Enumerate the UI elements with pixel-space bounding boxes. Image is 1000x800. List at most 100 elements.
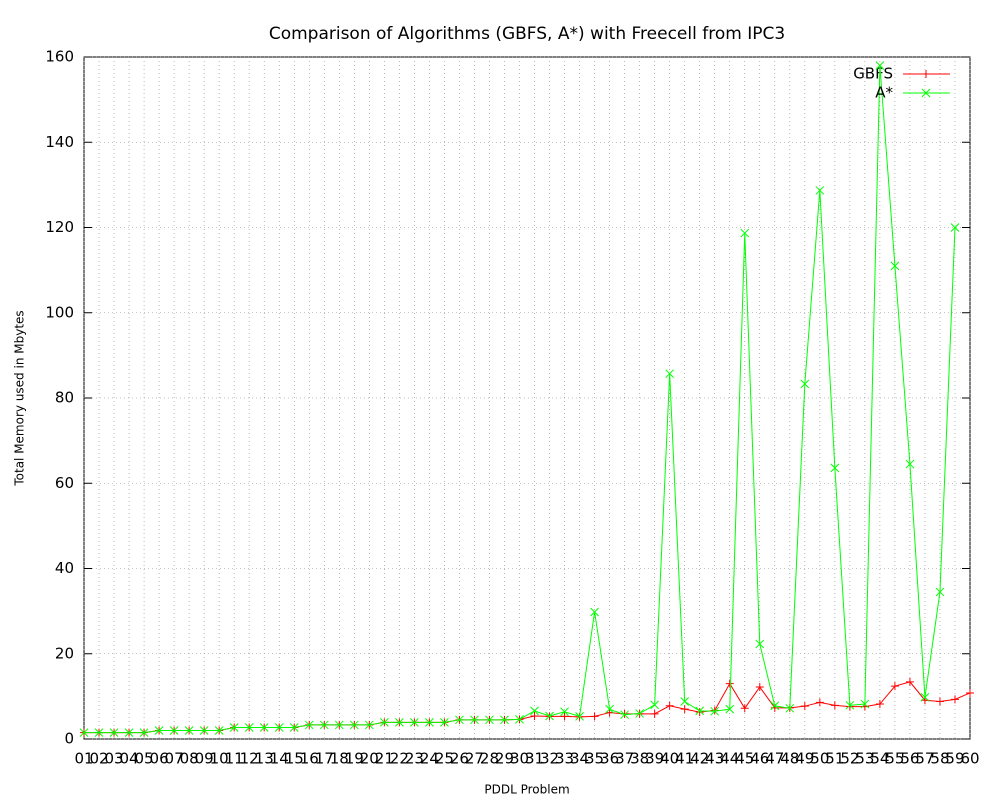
x-tick-label: 12 [240,750,259,768]
point-marker [966,688,974,697]
point-marker [349,720,359,730]
x-tick-label: 29 [495,750,514,768]
point-marker [875,61,885,70]
point-marker [922,70,930,78]
x-tick-label: 07 [165,750,184,768]
point-marker [921,88,931,98]
x-tick-label: 01 [74,750,93,768]
point-marker [650,709,659,718]
legend-label: GBFS [853,65,893,83]
x-tick-label: 51 [825,750,844,768]
x-tick-label: 26 [450,750,469,768]
point-marker [109,728,119,737]
point-marker [800,702,809,711]
x-tick-label: 38 [630,750,649,768]
point-marker [680,697,690,706]
point-marker [94,728,104,737]
x-tick-label: 04 [120,750,139,768]
x-tick-label: 48 [780,750,799,768]
point-marker [710,706,720,716]
x-tick-label: 18 [330,750,349,768]
x-tick-label: 41 [675,750,694,768]
point-marker [259,723,269,732]
x-tick-label: 59 [945,750,964,768]
x-tick-label: 33 [555,750,574,768]
y-tick-label: 160 [45,48,74,66]
x-tick-label: 43 [705,750,724,768]
point-marker [334,720,344,730]
y-tick-label: 100 [45,303,74,321]
point-marker [274,723,284,732]
point-marker [695,708,704,717]
x-tick-label: 11 [225,750,244,768]
x-tick-label: 32 [540,750,559,768]
point-marker [605,708,614,717]
point-marker [530,706,539,716]
x-tick-label: 14 [270,750,289,768]
point-marker [665,701,674,710]
x-tick-label: 10 [210,750,229,768]
point-marker [319,720,329,730]
x-tick-label: 42 [690,750,709,768]
point-marker [800,379,810,389]
x-tick-label: 45 [735,750,754,768]
point-marker [815,186,825,195]
x-tick-label: 47 [765,750,784,768]
x-tick-label: 02 [89,750,108,768]
point-marker [740,704,749,713]
x-tick-label: 49 [795,750,814,768]
point-marker [605,704,614,714]
x-tick-label: 23 [405,750,424,768]
x-tick-label: 03 [104,750,123,768]
point-marker [244,723,254,732]
point-marker [364,720,374,730]
chart-title: Comparison of Algorithms (GBFS, A*) with… [269,24,785,44]
y-axis-label: Total Memory used in Mbytes [13,310,27,486]
point-marker [635,709,644,718]
y-tick-label: 60 [55,474,74,492]
point-marker [785,703,795,713]
point-marker [139,728,149,737]
point-marker [890,682,899,691]
x-tick-label: 13 [255,750,274,768]
y-tick-label: 40 [55,559,74,577]
point-marker [470,715,479,725]
x-tick-label: 37 [615,750,634,768]
point-marker [875,700,884,709]
point-marker [755,682,764,691]
x-tick-label: 50 [810,750,829,768]
point-marker [890,261,900,271]
x-tick-label: 15 [285,750,304,768]
point-marker [815,698,824,707]
x-tick-label: 27 [465,750,484,768]
x-tick-label: 31 [525,750,544,768]
point-marker [395,718,404,727]
point-marker [169,726,179,735]
x-tick-label: 39 [645,750,664,768]
point-marker [425,718,434,727]
point-marker [905,459,915,469]
x-tick-label: 22 [390,750,409,768]
point-marker [830,701,839,710]
point-marker [845,700,855,710]
point-marker [229,723,239,732]
x-tick-label: 16 [300,750,319,768]
point-marker [560,712,569,721]
point-marker [455,715,464,725]
x-tick-label: 05 [135,750,154,768]
x-tick-label: 20 [360,750,379,768]
point-marker [289,723,299,732]
x-tick-label: 08 [180,750,199,768]
x-tick-label: 44 [720,750,739,768]
x-tick-label: 55 [885,750,904,768]
y-tick-label: 20 [55,644,74,662]
point-marker [379,718,389,727]
x-tick-label: 57 [915,750,934,768]
x-tick-label: 21 [375,750,394,768]
point-marker [650,700,659,710]
x-tick-label: 58 [930,750,949,768]
point-marker [485,715,494,725]
point-marker [725,679,734,688]
